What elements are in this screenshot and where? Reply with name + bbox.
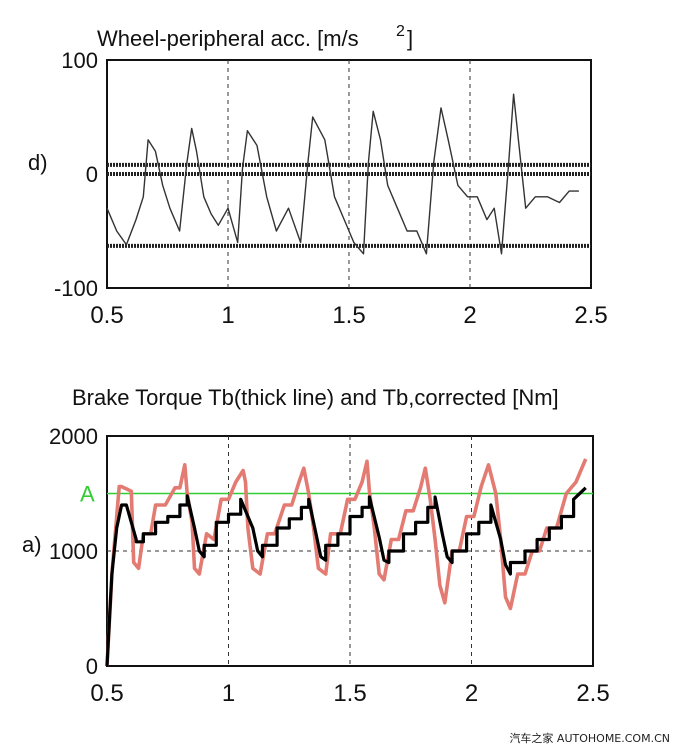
panel-a-x-tick-label: 2 [465, 680, 478, 707]
panel-d-y-tick-label: 100 [61, 48, 98, 73]
panel-d-y-tick-label: 0 [86, 162, 98, 187]
panel-a-title: Brake Torque Tb(thick line) and Tb,corre… [72, 385, 559, 410]
panel-d-y-tick-label: -100 [54, 276, 98, 301]
panel-a-y-tick-labels: 2000 1000 0 [49, 424, 98, 679]
panel-a-y-tick-label: 2000 [49, 424, 98, 449]
panel-a-y-tick-label: 1000 [49, 539, 98, 564]
panel-d-x-tick-label: 2 [463, 302, 476, 329]
panel-d-y-tick-labels: 100 0 -100 [54, 48, 98, 301]
panel-d-x-tick-labels: 0.5 1 1.5 2 2.5 [90, 302, 607, 329]
panel-a-reference-label: A [80, 482, 95, 507]
panel-d-x-tick-label: 1 [221, 302, 234, 329]
panel-d-title-superscript: 2 [396, 23, 405, 40]
panel-a-grid [107, 436, 593, 666]
panel-d-x-tick-label: 2.5 [574, 302, 607, 329]
panel-a-x-tick-label: 0.5 [90, 680, 123, 707]
panel-d-label: d) [28, 150, 48, 175]
panel-a-x-tick-label: 1 [222, 680, 235, 707]
panel-a-tb-corrected-line [105, 458, 588, 667]
panel-d-signal-line [106, 93, 579, 255]
panel-d: Wheel-peripheral acc. [m/s 2 ] d) 100 0 -1… [28, 23, 608, 329]
watermark: 汽车之家 AUTOHOME.COM.CN [509, 732, 670, 745]
panel-a-reference-lines: A [80, 482, 593, 507]
panel-d-reference-lines [107, 162, 591, 248]
panel-d-title-suffix: ] [407, 26, 413, 51]
panel-a-x-tick-label: 1.5 [333, 680, 366, 707]
panel-a-x-tick-labels: 0.5 1 1.5 2 2.5 [90, 680, 609, 707]
panel-a-x-tick-label: 2.5 [576, 680, 609, 707]
panel-a-label: a) [22, 532, 42, 557]
panel-d-x-tick-label: 0.5 [90, 302, 123, 329]
panel-d-title: Wheel-peripheral acc. [m/s [97, 26, 359, 51]
panel-a-y-tick-label: 0 [86, 654, 98, 679]
panel-d-x-tick-label: 1.5 [332, 302, 365, 329]
panel-a-series [105, 458, 588, 667]
panel-a: Brake Torque Tb(thick line) and Tb,corre… [22, 385, 610, 707]
panel-d-series [106, 93, 579, 255]
panel-a-tb-line [105, 486, 587, 667]
